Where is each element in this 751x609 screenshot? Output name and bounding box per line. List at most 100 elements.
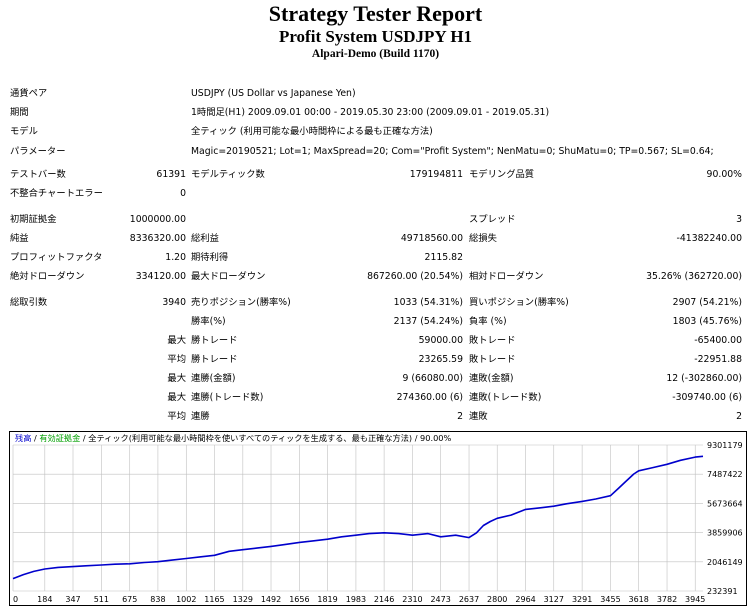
x-tick-label: 2800 — [487, 595, 507, 604]
deposit-value: 1000000.00 — [129, 214, 186, 225]
model-value: 全ティック (利用可能な最小時間枠による最も正確な方法) — [191, 126, 433, 137]
average-label-2: 平均 — [167, 411, 186, 422]
x-tick-label: 1983 — [346, 595, 366, 604]
long-positions-label: 買いポジション(勝率%) — [469, 297, 569, 308]
gross-profit-value: 49718560.00 — [400, 233, 463, 244]
x-tick-label: 3455 — [600, 595, 620, 604]
x-tick-label: 675 — [122, 595, 137, 604]
cons-loss-label: 連敗(トレード数) — [469, 392, 542, 403]
report-subtitle: Profit System USDJPY H1 — [278, 27, 473, 46]
avg-cons-wins-label: 連勝 — [191, 411, 210, 422]
short-positions-label: 売りポジション(勝率%) — [191, 297, 291, 308]
x-tick-label: 1329 — [233, 595, 253, 604]
ticks-label: モデルティック数 — [191, 169, 265, 180]
spread-label: スプレッド — [469, 214, 516, 225]
x-tick-label: 2964 — [515, 595, 535, 604]
avg-cons-losses-value: 2 — [736, 411, 742, 422]
rel-dd-value: 35.26% (362720.00) — [646, 271, 742, 282]
quality-label: モデリング品質 — [469, 169, 535, 180]
win-rate-label: 勝率(%) — [191, 316, 226, 327]
x-tick-label: 3945 — [685, 595, 705, 604]
x-tick-label: 2473 — [430, 595, 450, 604]
x-tick-label: 1656 — [289, 595, 309, 604]
total-trades-label: 総取引数 — [10, 297, 48, 308]
legend-sep: / — [31, 433, 40, 443]
symbol-value: USDJPY (US Dollar vs Japanese Yen) — [191, 88, 356, 99]
gross-loss-value: -41382240.00 — [676, 233, 742, 244]
cons-wins-money-label: 連勝(金額) — [191, 373, 236, 384]
x-tick-label: 511 — [94, 595, 109, 604]
report-title: Strategy Tester Report — [268, 1, 483, 26]
avg-cons-losses-label: 連敗 — [469, 411, 488, 422]
y-tick-label: 7487422 — [707, 470, 743, 479]
period-label: 期間 — [10, 107, 29, 118]
x-tick-label: 347 — [65, 595, 80, 604]
win-rate-value: 2137 (54.24%) — [393, 316, 463, 327]
payoff-value: 2115.82 — [424, 252, 463, 263]
mismatch-value: 0 — [180, 188, 186, 199]
gross-profit-label: 総利益 — [191, 233, 219, 244]
y-tick-label: 3859906 — [707, 529, 743, 538]
x-tick-label: 1819 — [317, 595, 337, 604]
x-tick-label: 184 — [37, 595, 52, 604]
balance-chart: 9301179 7487422 5673664 3859906 2046149 23239… — [9, 431, 747, 606]
x-tick-label: 2637 — [459, 595, 479, 604]
x-axis-ticks: 0 184 347 511 675 838 1002 1165 1329 1492 1656 1819… — [13, 595, 705, 604]
model-label: モデル — [10, 126, 38, 137]
largest-win-value: 59000.00 — [418, 335, 463, 346]
server-build: Alpari-Demo (Build 1170) — [311, 48, 440, 60]
quality-value: 90.00% — [706, 169, 742, 180]
avg-loss-label: 敗トレード — [469, 354, 516, 365]
cons-profit-label: 連勝(トレード数) — [191, 392, 264, 403]
legend-balance: 残高 — [15, 433, 32, 443]
x-tick-label: 1002 — [176, 595, 196, 604]
net-label: 純益 — [10, 233, 29, 244]
x-tick-label: 0 — [13, 595, 18, 604]
y-tick-label: 9301179 — [707, 441, 743, 450]
largest-loss-label: 敗トレード — [469, 335, 516, 346]
period-value: 1時間足(H1) 2009.09.01 00:00 - 2019.05.30 2… — [191, 107, 550, 118]
x-tick-label: 3291 — [572, 595, 592, 604]
x-tick-label: 3782 — [657, 595, 677, 604]
abs-dd-value: 334120.00 — [135, 271, 186, 282]
x-tick-label: 3127 — [544, 595, 564, 604]
balance-line — [12, 455, 704, 580]
max-label-2: 最大 — [167, 392, 186, 403]
short-positions-value: 1033 (54.31%) — [393, 297, 463, 308]
largest-label: 最大 — [167, 335, 186, 346]
chart-series — [12, 455, 704, 580]
average-label: 平均 — [167, 354, 186, 365]
x-tick-label: 2146 — [374, 595, 394, 604]
abs-dd-label: 絶対ドローダウン — [10, 271, 85, 282]
payoff-label: 期待利得 — [191, 252, 229, 263]
y-tick-label: 2046149 — [707, 558, 743, 567]
mismatch-label: 不整合チャートエラー — [10, 188, 103, 199]
largest-win-label: 勝トレード — [191, 335, 238, 346]
y-tick-label: 5673664 — [707, 499, 743, 508]
loss-rate-value: 1803 (45.76%) — [672, 316, 742, 327]
x-tick-label: 838 — [150, 595, 165, 604]
bars-label: テストバー数 — [10, 169, 66, 180]
x-tick-label: 2310 — [402, 595, 422, 604]
x-tick-label: 3618 — [628, 595, 648, 604]
chart-legend: 残高 / 有効証拠金 / 全ティック(利用可能な最小時間枠を使いすべてのティック… — [15, 433, 451, 444]
ticks-value: 179194811 — [409, 169, 463, 180]
largest-loss-value: -65400.00 — [694, 335, 742, 346]
x-tick-label: 1492 — [261, 595, 281, 604]
avg-win-label: 勝トレード — [191, 354, 238, 365]
total-trades-value: 3940 — [162, 297, 186, 308]
long-positions-value: 2907 (54.21%) — [672, 297, 742, 308]
legend-equity: 有効証拠金 — [39, 433, 81, 443]
gross-loss-label: 総損失 — [469, 233, 497, 244]
cons-profit-value: 274360.00 (6) — [396, 392, 463, 403]
max-dd-label: 最大ドローダウン — [191, 271, 266, 282]
pf-value: 1.20 — [165, 252, 186, 263]
chart-grid — [12, 444, 703, 592]
deposit-label: 初期証拠金 — [10, 214, 57, 225]
cons-wins-money-value: 9 (66080.00) — [402, 373, 463, 384]
avg-win-value: 23265.59 — [418, 354, 463, 365]
params-value: Magic=20190521; Lot=1; MaxSpread=20; Com… — [191, 146, 714, 157]
y-tick-label: 232391 — [707, 587, 738, 596]
cons-losses-money-value: 12 (-302860.00) — [666, 373, 742, 384]
max-label-1: 最大 — [167, 373, 186, 384]
